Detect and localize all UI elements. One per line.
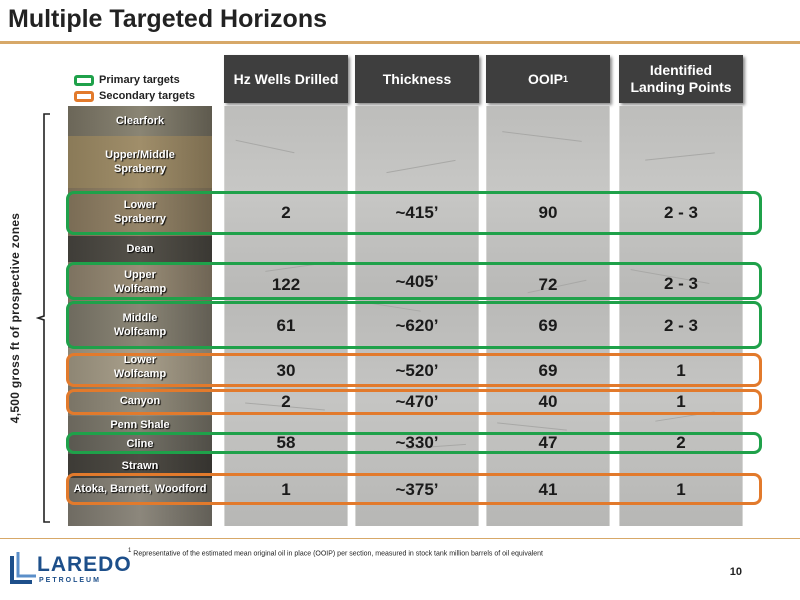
footnote: 1 Representative of the estimated mean o… [128, 548, 543, 557]
cell-wells-lower-spraberry: 2 [281, 203, 291, 222]
highlight-lower-wolfcamp [66, 353, 762, 387]
cell-wells-middle-wolfcamp: 61 [276, 316, 296, 335]
header-landing-points: Identified Landing Points [619, 55, 743, 103]
formation-label: Canyon [119, 395, 161, 407]
highlight-upper-wolfcamp [66, 262, 762, 300]
formation-upper-middle-spraberry: Upper/Middle Spraberry [68, 136, 212, 188]
cell-landing-canyon: 1 [676, 392, 686, 411]
cell-landing-lower-wolfcamp: 1 [676, 361, 686, 380]
formation-label: Dean [126, 243, 154, 255]
cell-ooip-lower-wolfcamp: 69 [538, 361, 558, 380]
footnote-marker: 1 [128, 548, 132, 554]
formation-label: Clearfork [115, 115, 165, 127]
cell-landing-middle-wolfcamp: 2 - 3 [663, 316, 699, 335]
formation-label: Upper [124, 269, 156, 281]
cell-thickness-lower-wolfcamp: ~520’ [395, 361, 439, 380]
header-thickness: Thickness [355, 55, 479, 103]
legend-primary-label: Primary targets [99, 74, 180, 86]
cell-ooip-upper-wolfcamp: 72 [538, 275, 558, 294]
formation-label: Cline [126, 438, 154, 450]
cell-landing-atoka-barnett-woodford: 1 [676, 480, 686, 499]
legend-primary: Primary targets [74, 74, 180, 86]
logo-subtitle: PETROLEUM [39, 577, 101, 584]
page-title: Multiple Targeted Horizons [8, 5, 327, 33]
legend-primary-swatch [74, 74, 94, 86]
formation-middle-wolfcamp: Middle Wolfcamp [68, 302, 212, 348]
formation-label: Lower [123, 354, 157, 366]
cell-ooip-middle-wolfcamp: 69 [538, 316, 558, 335]
cell-thickness-lower-spraberry: ~415’ [395, 203, 439, 222]
cell-landing-lower-spraberry: 2 - 3 [663, 203, 699, 222]
formation-label: Atoka, Barnett, Woodford [73, 483, 207, 495]
formation-label: Spraberry [114, 163, 166, 175]
footer-divider [0, 538, 800, 539]
formation-lower-spraberry: Lower Spraberry [68, 188, 212, 236]
formation-label: Upper/Middle [105, 149, 175, 161]
logo-wordmark: LAREDO [37, 553, 132, 576]
cell-wells-canyon: 2 [281, 392, 291, 411]
highlight-cline [66, 432, 762, 454]
prospective-zones-label: 4,500 gross ft of prospective zones [8, 212, 22, 424]
cell-landing-cline: 2 [676, 433, 686, 452]
highlight-middle-wolfcamp [66, 301, 762, 349]
highlight-canyon [66, 389, 762, 415]
zones-bracket [36, 113, 50, 523]
formation-label: Wolfcamp [113, 283, 167, 295]
header-hz-wells-drilled: Hz Wells Drilled [224, 55, 348, 103]
formation-label: Middle [122, 312, 158, 324]
cell-thickness-atoka-barnett-woodford: ~375’ [395, 480, 439, 499]
cell-ooip-cline: 47 [538, 433, 558, 452]
cell-wells-lower-wolfcamp: 30 [276, 361, 296, 380]
legend-secondary-label: Secondary targets [99, 90, 195, 102]
header-landing-line2: Landing Points [630, 79, 732, 95]
formation-label: Spraberry [114, 213, 166, 225]
header-thickness-label: Thickness [382, 70, 452, 87]
formation-label: Penn Shale [110, 419, 170, 431]
formation-cline: Cline [68, 434, 212, 454]
column-background-wells [224, 106, 348, 526]
formation-label: Strawn [121, 460, 159, 472]
formation-penn-shale: Penn Shale [68, 416, 212, 434]
cell-ooip-atoka-barnett-woodford: 41 [538, 480, 558, 499]
header-ooip: OOIP 1 [486, 55, 610, 103]
cell-thickness-canyon: ~470’ [395, 392, 439, 411]
header-hz-wells-label: Hz Wells Drilled [233, 70, 339, 87]
formation-clearfork: Clearfork [68, 106, 212, 136]
legend-secondary-swatch [74, 90, 94, 102]
title-divider [0, 41, 800, 44]
cell-ooip-lower-spraberry: 90 [538, 203, 558, 222]
column-background-thickness [355, 106, 479, 526]
legend-secondary: Secondary targets [74, 90, 195, 102]
column-background-ooip [486, 106, 610, 526]
cell-wells-atoka-barnett-woodford: 1 [281, 480, 291, 499]
column-background-landing [619, 106, 743, 526]
formation-upper-wolfcamp: Upper Wolfcamp [68, 262, 212, 302]
formation-dean: Dean [68, 236, 212, 262]
cell-thickness-cline: ~330’ [395, 433, 439, 452]
footnote-text: Representative of the estimated mean ori… [133, 550, 543, 558]
cell-wells-upper-wolfcamp: 122 [271, 275, 301, 294]
cell-landing-upper-wolfcamp: 2 - 3 [663, 274, 699, 293]
cell-wells-cline: 58 [276, 433, 296, 452]
header-landing-line1: Identified [649, 62, 713, 78]
formation-label: Wolfcamp [113, 368, 167, 380]
cell-thickness-upper-wolfcamp: ~405’ [395, 272, 439, 291]
page-number: 10 [729, 566, 742, 578]
laredo-logo-icon [10, 552, 36, 584]
formation-label: Wolfcamp [113, 326, 167, 338]
header-ooip-label: OOIP [527, 70, 563, 87]
formation-label: Lower [123, 199, 157, 211]
highlight-atoka-barnett-woodford [66, 473, 762, 505]
highlight-lower-spraberry [66, 191, 762, 235]
cell-ooip-canyon: 40 [538, 392, 558, 411]
cell-thickness-middle-wolfcamp: ~620’ [395, 316, 439, 335]
